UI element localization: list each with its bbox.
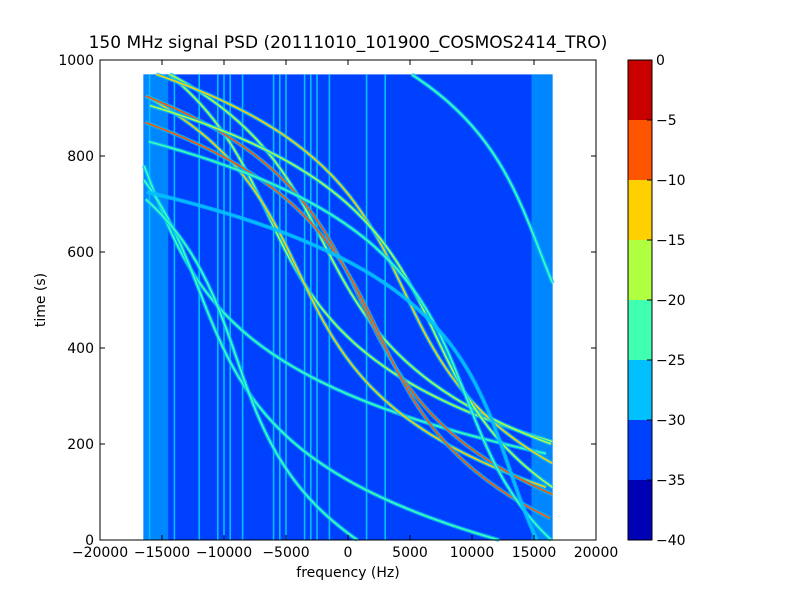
colorbar-tick-label: −10 bbox=[656, 173, 686, 189]
colorbar-blocks bbox=[628, 60, 652, 540]
y-tick-label: 0 bbox=[85, 533, 94, 549]
x-tick-label: 0 bbox=[344, 545, 353, 561]
colorbar-block bbox=[628, 180, 652, 240]
colorbar-tick-label: −40 bbox=[656, 533, 686, 549]
colorbar-block bbox=[628, 360, 652, 420]
heatmap-edge-band bbox=[143, 74, 169, 541]
x-tick-label: −20000 bbox=[72, 545, 128, 561]
colorbar-tick-label: −15 bbox=[656, 233, 686, 249]
y-axis-ticks: 0 200 400 600 800 1000 bbox=[58, 53, 596, 549]
colorbar-tick-label: −30 bbox=[656, 413, 686, 429]
plot-area: −20000 −15000 −10000 −5000 0 5000 10000 15000 20… bbox=[58, 53, 618, 561]
x-tick-label: −15000 bbox=[134, 545, 190, 561]
x-tick-label: 5000 bbox=[392, 545, 428, 561]
colorbar-block bbox=[628, 480, 652, 540]
colorbar-tick-label: 0 bbox=[656, 53, 665, 69]
x-tick-label: 20000 bbox=[574, 545, 619, 561]
y-tick-label: 1000 bbox=[58, 53, 94, 69]
x-tick-label: −5000 bbox=[262, 545, 309, 561]
signal-track bbox=[411, 73, 554, 284]
y-tick-label: 800 bbox=[67, 149, 94, 165]
spectrogram-heatmap bbox=[142, 72, 555, 542]
colorbar-block bbox=[628, 120, 652, 180]
signal-track bbox=[148, 140, 552, 541]
chart-title: 150 MHz signal PSD (20111010_101900_COSM… bbox=[89, 33, 608, 53]
y-axis-label: time (s) bbox=[33, 273, 49, 327]
colorbar-tick-label: −35 bbox=[656, 473, 686, 489]
y-tick-label: 200 bbox=[67, 437, 94, 453]
signal-track bbox=[143, 179, 500, 541]
x-axis-ticks: −20000 −15000 −10000 −5000 0 5000 10000 15000 20… bbox=[72, 60, 618, 561]
signal-track bbox=[144, 121, 551, 520]
signal-track bbox=[145, 198, 358, 541]
colorbar: −40 −35 −30 −25 −20 −15 −10 −5 0 bbox=[627, 53, 686, 549]
colorbar-block bbox=[628, 240, 652, 300]
colorbar-tick-label: −5 bbox=[656, 113, 677, 129]
x-tick-label: −10000 bbox=[196, 545, 252, 561]
y-tick-label: 400 bbox=[67, 341, 94, 357]
colorbar-block bbox=[628, 60, 652, 120]
signal-track bbox=[170, 73, 552, 445]
colorbar-block bbox=[628, 420, 652, 480]
heatmap-edge-band bbox=[531, 74, 553, 541]
colorbar-block bbox=[628, 300, 652, 360]
y-tick-label: 600 bbox=[67, 245, 94, 261]
signal-track bbox=[146, 191, 538, 541]
colorbar-tick-label: −25 bbox=[656, 353, 686, 369]
x-axis-label: frequency (Hz) bbox=[296, 565, 399, 581]
colorbar-tick-label: −20 bbox=[656, 293, 686, 309]
x-tick-label: 15000 bbox=[512, 545, 557, 561]
x-tick-label: 10000 bbox=[450, 545, 495, 561]
colorbar-ticks: −40 −35 −30 −25 −20 −15 −10 −5 0 bbox=[647, 53, 686, 549]
